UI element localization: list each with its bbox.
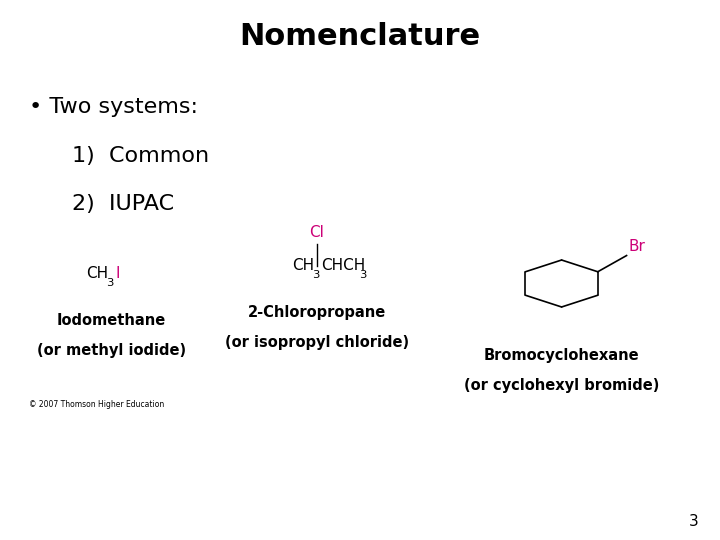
- Text: 1)  Common: 1) Common: [72, 146, 209, 166]
- Text: Iodomethane: Iodomethane: [57, 313, 166, 328]
- Text: 2-Chloropropane: 2-Chloropropane: [248, 305, 386, 320]
- Text: © 2007 Thomson Higher Education: © 2007 Thomson Higher Education: [29, 400, 164, 409]
- Text: 3: 3: [359, 270, 366, 280]
- Text: 3: 3: [312, 270, 320, 280]
- Text: Bromocyclohexane: Bromocyclohexane: [484, 348, 639, 363]
- Text: (or methyl iodide): (or methyl iodide): [37, 343, 186, 358]
- Text: I: I: [115, 266, 120, 281]
- Text: CH: CH: [292, 258, 315, 273]
- Text: CHCH: CHCH: [321, 258, 365, 273]
- Text: (or isopropyl chloride): (or isopropyl chloride): [225, 335, 409, 350]
- Text: 2)  IUPAC: 2) IUPAC: [72, 194, 174, 214]
- Text: Br: Br: [628, 239, 645, 254]
- Text: Cl: Cl: [310, 225, 324, 240]
- Text: (or cyclohexyl bromide): (or cyclohexyl bromide): [464, 378, 660, 393]
- Text: CH: CH: [86, 266, 109, 281]
- Text: 3: 3: [107, 278, 114, 288]
- Text: 3: 3: [688, 514, 698, 529]
- Text: • Two systems:: • Two systems:: [29, 97, 198, 117]
- Text: Nomenclature: Nomenclature: [240, 22, 480, 51]
